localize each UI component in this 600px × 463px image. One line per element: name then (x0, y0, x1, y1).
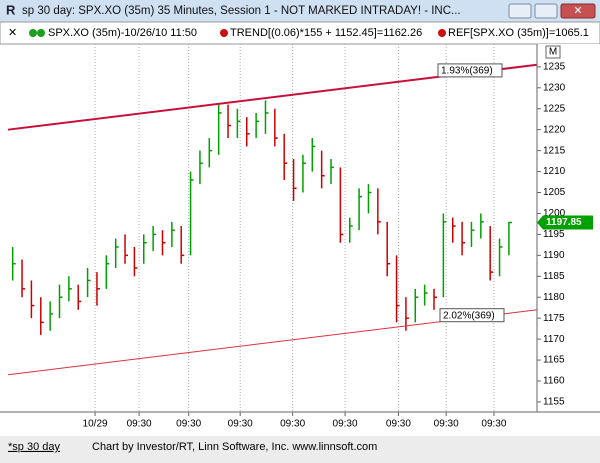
tab[interactable]: *sp 30 day (8, 441, 60, 453)
last-price-tag (537, 215, 593, 230)
corner-button[interactable] (545, 45, 561, 59)
y-tick-label: 1160 (543, 376, 565, 387)
y-tick-label: 1235 (543, 61, 566, 72)
y-tick-label: 1180 (543, 292, 565, 303)
info-icon (29, 29, 37, 37)
x-tick-label: 09:30 (127, 419, 152, 430)
status-bar (0, 436, 600, 463)
x-tick-label: 09:30 (280, 419, 305, 430)
y-tick-label: 1230 (543, 82, 566, 93)
minimize-button[interactable] (508, 3, 532, 19)
y-tick-label: 1220 (543, 124, 566, 135)
x-tick-label: 10/29 (83, 419, 108, 430)
close-glyph: ✕ (573, 5, 582, 17)
y-tick-label: 1190 (543, 250, 565, 261)
y-tick-label: 1165 (543, 355, 565, 366)
close-button[interactable] (560, 3, 596, 19)
y-tick-label: 1195 (543, 229, 565, 240)
last-price-label: 1197.85 (546, 217, 582, 228)
x-tick-label: 09:30 (333, 419, 358, 430)
info-bar (0, 21, 600, 45)
title-bar (0, 0, 600, 22)
y-tick-label: 1155 (543, 397, 565, 408)
window-title: sp 30 day: SPX.XO (35m) 35 Minutes, Sess… (22, 5, 461, 17)
x-tick-label: 09:30 (481, 419, 506, 430)
x-tick-label: 09:30 (386, 419, 411, 430)
y-tick-label: 1205 (543, 187, 566, 198)
x-tick-label: 09:30 (176, 419, 201, 430)
trend-label-box (437, 63, 503, 78)
maximize-button[interactable] (534, 3, 558, 19)
info-text: REF[SPX.XO (35m)]=1065.1 (448, 27, 589, 39)
info-text: TREND[(0.06)*155 + 1152.45]=1162.26 (230, 27, 422, 39)
y-tick-label: 1170 (543, 334, 565, 345)
info-text: SPX.XO (35m)-10/26/10 11:50 (48, 27, 197, 39)
trend-label-box (439, 308, 505, 323)
footer: Chart by Investor/RT, Linn Software, Inc… (92, 441, 377, 453)
x-tick-label: 09:30 (228, 419, 253, 430)
y-tick-label: 1185 (543, 271, 565, 282)
trend-label: 2.02%(369) (443, 310, 495, 321)
y-tick-label: 1200 (543, 208, 566, 219)
y-tick-label: 1225 (543, 103, 566, 114)
info-icon (220, 29, 228, 37)
trend-label: 1.93%(369) (441, 66, 493, 77)
y-tick-label: 1215 (543, 145, 566, 156)
app-icon: R (6, 2, 16, 17)
info-icon (438, 29, 446, 37)
info-icon (37, 29, 45, 37)
corner-button-label: M (549, 47, 557, 58)
y-tick-label: 1210 (543, 166, 566, 177)
x-tick-label: 09:30 (434, 419, 459, 430)
info-close[interactable]: ✕ (8, 27, 17, 39)
y-tick-label: 1175 (543, 313, 565, 324)
